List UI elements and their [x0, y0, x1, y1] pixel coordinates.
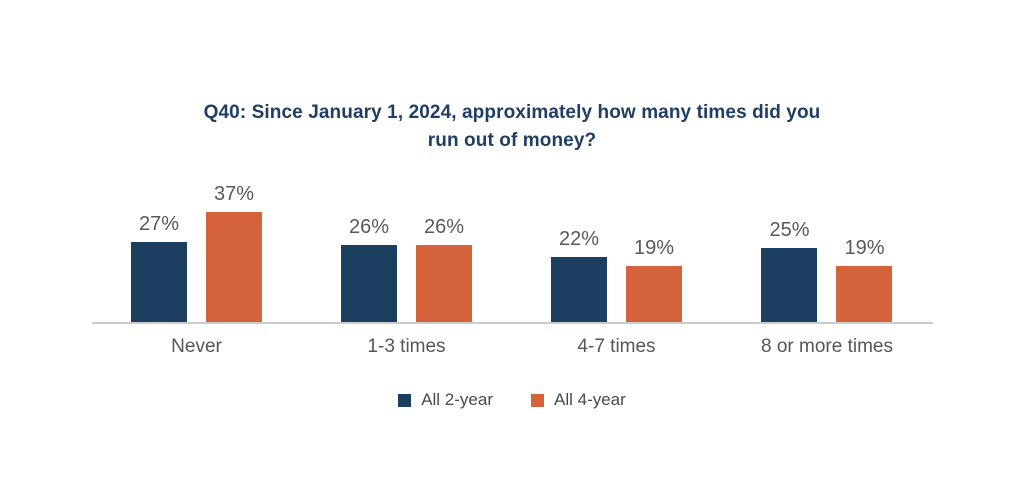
category-label-8-or-more-times: 8 or more times: [761, 336, 893, 358]
legend-swatch-icon-all-4-year: [531, 393, 544, 407]
category-label-never: Never: [171, 336, 222, 358]
chart-title: Q40: Since January 1, 2024, approximatel…: [203, 102, 821, 151]
bar-all-4-year-never: [206, 212, 262, 323]
legend-label-all-2-year: All 2-year: [421, 390, 493, 410]
bars-never: 27% 37%: [131, 172, 262, 323]
bar-wrap-all-2-year-8-or-more-times: 25%: [761, 219, 818, 323]
bar-wrap-all-2-year-4-7-times: 22%: [551, 228, 607, 323]
value-label-all-4-year-1-3-times: 26%: [423, 216, 465, 239]
plot-area: 27% 37% Never 26% 26% 1-3 times 22% 19% 4-7 time…: [92, 172, 933, 358]
bar-all-2-year-8-or-more-times: [761, 248, 818, 323]
bar-all-4-year-4-7-times: [626, 266, 682, 323]
value-label-all-2-year-never: 27%: [138, 213, 180, 236]
category-label-4-7-times: 4-7 times: [577, 336, 656, 358]
value-label-all-4-year-8-or-more-times: 19%: [844, 237, 885, 260]
value-label-all-4-year-4-7-times: 19%: [633, 237, 675, 260]
legend-item-all-4-year: All 4-year: [531, 390, 626, 410]
bar-wrap-all-4-year-1-3-times: 26%: [416, 216, 472, 323]
bar-group-8-or-more-times: 25% 19% 8 or more times: [761, 172, 893, 358]
value-label-all-4-year-never: 37%: [213, 183, 255, 206]
value-label-all-2-year-1-3-times: 26%: [348, 216, 390, 239]
category-label-1-3-times: 1-3 times: [367, 336, 446, 358]
bar-all-4-year-8-or-more-times: [836, 266, 893, 323]
legend-item-all-2-year: All 2-year: [398, 390, 493, 410]
bar-group-1-3-times: 26% 26% 1-3 times: [341, 172, 472, 358]
bar-chart: 27% 37% Never 26% 26% 1-3 times 22% 19% 4-7 time…: [91, 172, 933, 358]
bar-all-2-year-never: [131, 242, 187, 323]
x-axis-line: [91, 322, 933, 325]
legend-swatch-icon-all-2-year: [398, 393, 412, 407]
bars-8-or-more-times: 25% 19%: [761, 172, 893, 323]
bars-4-7-times: 22% 19%: [551, 172, 682, 323]
bar-wrap-all-2-year-1-3-times: 26%: [341, 216, 397, 323]
bar-wrap-all-4-year-4-7-times: 19%: [626, 237, 682, 323]
bar-group-4-7-times: 22% 19% 4-7 times: [551, 172, 682, 358]
value-label-all-2-year-8-or-more-times: 25%: [769, 219, 810, 242]
bar-all-2-year-1-3-times: [341, 245, 397, 323]
bar-wrap-all-2-year-never: 27%: [131, 213, 187, 323]
bar-all-2-year-4-7-times: [551, 257, 607, 323]
bar-wrap-all-4-year-8-or-more-times: 19%: [836, 237, 893, 323]
bars-1-3-times: 26% 26%: [341, 172, 472, 323]
bar-all-4-year-1-3-times: [416, 245, 472, 323]
value-label-all-2-year-4-7-times: 22%: [558, 228, 600, 251]
bar-group-never: 27% 37% Never: [131, 172, 262, 358]
legend-label-all-4-year: All 4-year: [554, 390, 626, 410]
bar-wrap-all-4-year-never: 37%: [206, 183, 262, 323]
legend: All 2-year All 4-year: [0, 390, 1024, 410]
